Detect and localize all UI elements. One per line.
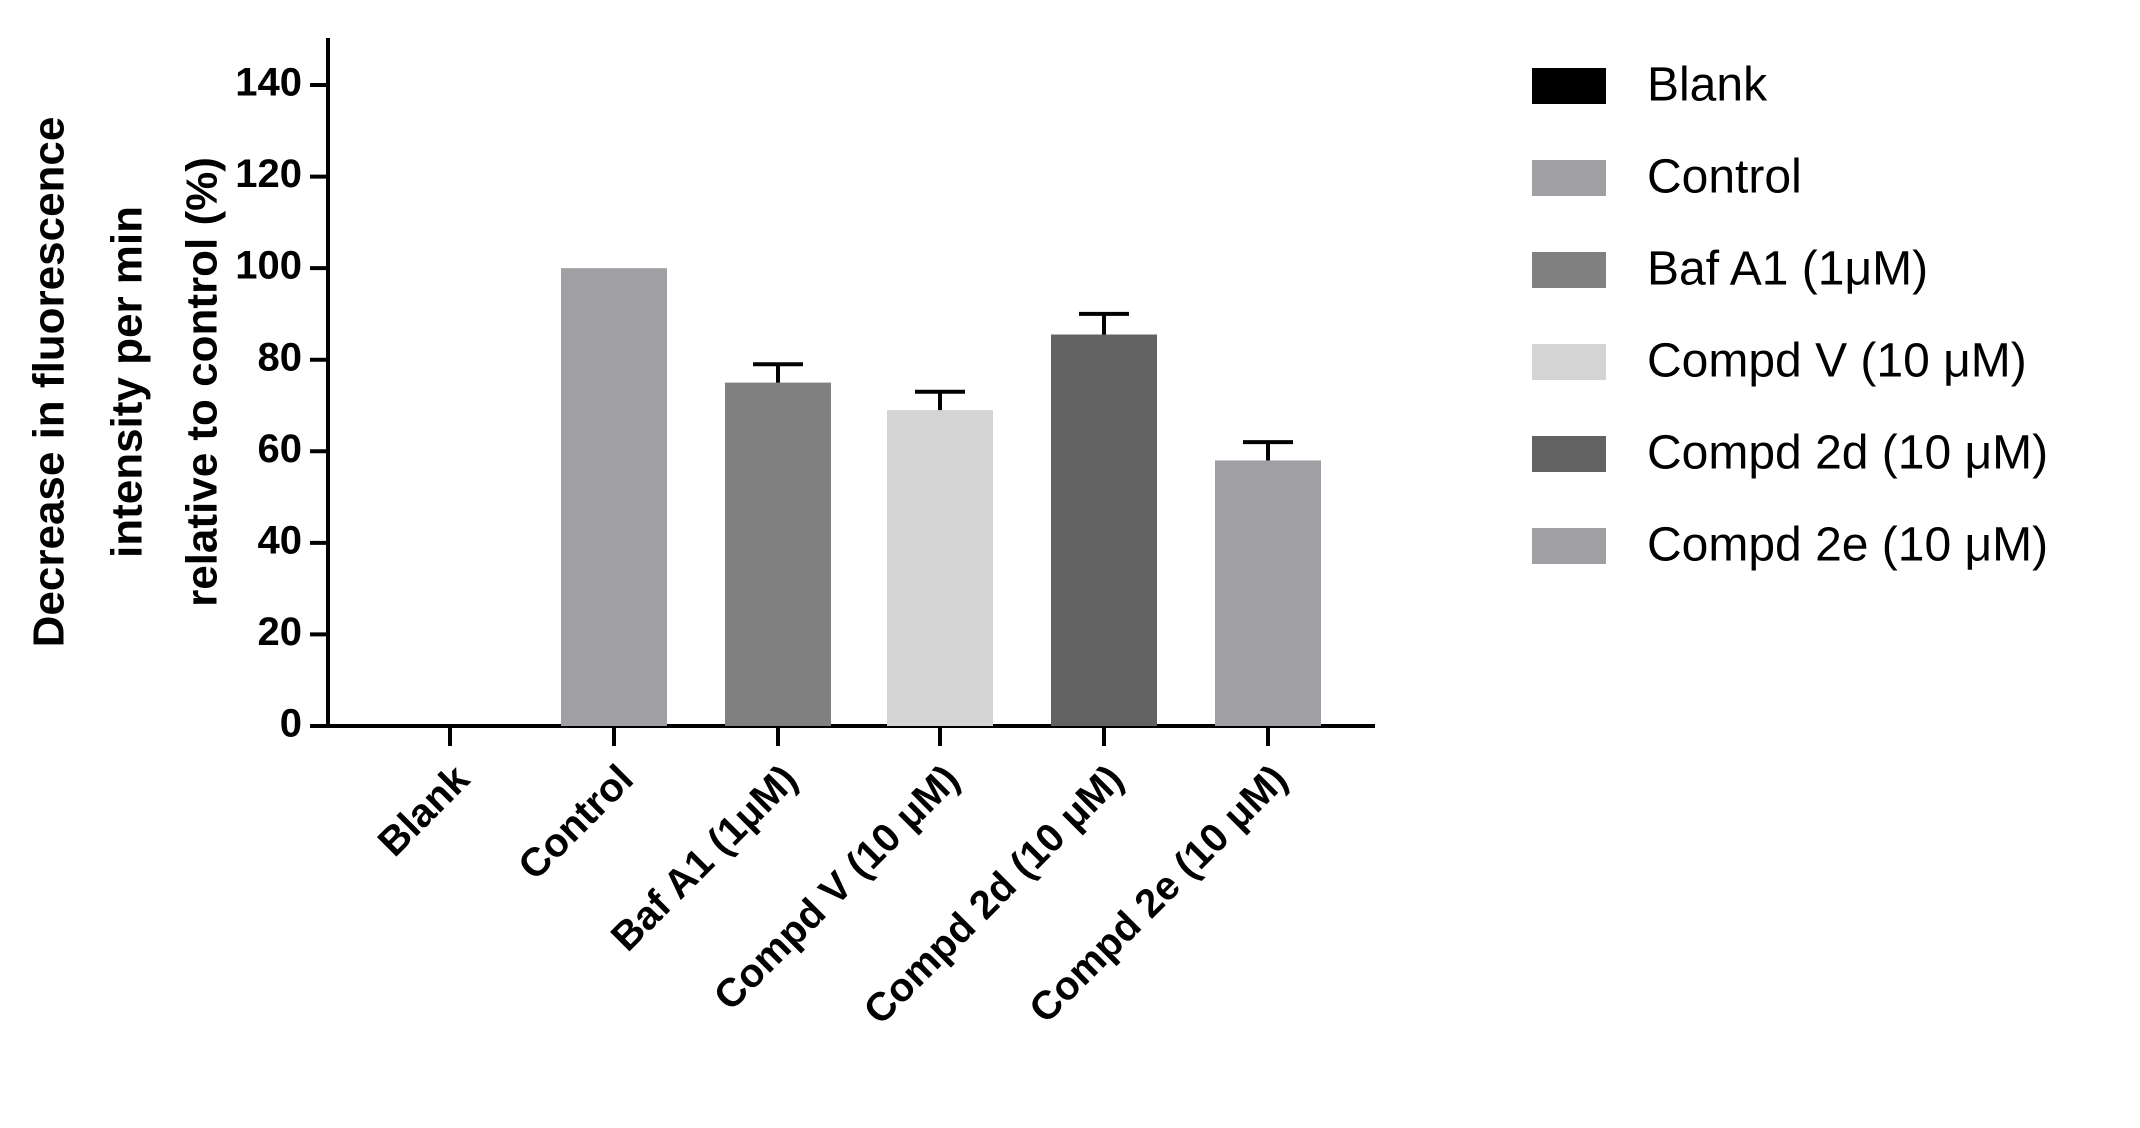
bar (1051, 334, 1157, 726)
bar (725, 382, 831, 726)
legend-label: Control (1647, 151, 1802, 204)
y-tick-label: 0 (280, 702, 302, 746)
error-bar (1243, 440, 1293, 461)
y-tick-label: 100 (235, 244, 302, 288)
x-tick-label: Blank (370, 756, 479, 865)
legend-swatch (1532, 68, 1606, 104)
legend-swatch (1532, 344, 1606, 380)
legend-label: Blank (1647, 59, 1768, 112)
legend-label: Compd 2d (10 μM) (1647, 427, 2048, 480)
error-bar (753, 362, 803, 383)
x-tick-label: Control (510, 757, 642, 889)
y-tick-label: 20 (258, 610, 303, 654)
y-axis-title-line: relative to control (%) (178, 157, 227, 607)
legend-swatch (1532, 252, 1606, 288)
error-bar (915, 389, 965, 411)
bar (561, 268, 667, 726)
legend-label: Compd 2e (10 μM) (1647, 519, 2048, 572)
legend-label: Compd V (10 μM) (1647, 335, 2027, 388)
y-tick-label: 60 (258, 427, 303, 471)
y-tick-label: 120 (235, 152, 302, 196)
y-tick-label: 40 (258, 518, 303, 562)
legend-label: Baf A1 (1μM) (1647, 243, 1928, 296)
y-axis-title-line: intensity per min (103, 206, 152, 558)
y-tick-label: 140 (235, 61, 302, 105)
bar (1215, 460, 1321, 726)
legend-swatch (1532, 528, 1606, 564)
y-axis-title: Decrease in fluorescence intensity per m… (25, 117, 227, 648)
error-bar (1079, 311, 1129, 335)
bar (887, 410, 993, 726)
legend-swatch (1532, 436, 1606, 472)
y-axis-title-line: Decrease in fluorescence (25, 117, 74, 648)
y-tick-label: 80 (258, 335, 303, 379)
legend-swatch (1532, 160, 1606, 196)
